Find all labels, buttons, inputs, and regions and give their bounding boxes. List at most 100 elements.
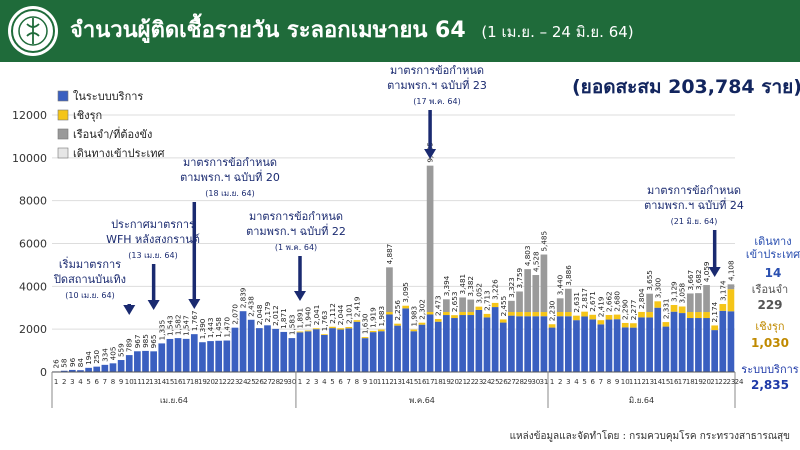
bar-segment [329,326,336,329]
bar-segment [556,312,564,317]
x-tick-label: 15 [661,378,670,386]
header-bar: จำนวนผู้ติดเชื้อรายวัน ระลอกเมษายน 64 (1… [0,0,800,62]
legend-label: เดินทางเข้าประเทศ [73,147,164,160]
data-label: 1,443 [206,318,215,339]
x-tick-label: 12 [141,378,150,386]
bar-segment [353,321,361,372]
annotation-text: มาตรการข้อกำหนด [647,184,741,197]
bar-segment [564,288,572,313]
month-label: พ.ค.64 [409,396,435,405]
breakdown-label: เข้าประเทศ [746,248,800,261]
bar-segment [459,297,466,313]
x-tick-label: 16 [417,378,426,386]
x-tick-label: 9 [363,378,367,386]
legend-label: เรือนจำ/ที่ต้องขัง [73,126,152,141]
bar-segment [467,312,475,316]
x-tick-label: 1 [298,378,302,386]
x-tick-label: 2 [306,378,310,386]
x-tick-label: 7 [347,378,351,386]
bar-segment [564,312,572,317]
bar-segment [613,319,621,372]
data-label: 1,583 [287,315,296,336]
bar-segment [703,318,710,372]
data-label: 2,804 [637,288,646,309]
data-label: 2,070 [230,304,239,325]
x-tick-label: 24 [735,378,744,386]
x-tick-label: 11 [133,378,142,386]
x-tick-label: 10 [125,378,134,386]
bar-segment [532,275,540,313]
data-label: 2,101 [344,303,353,324]
data-label: 3,226 [491,279,500,300]
data-label: 2,174 [710,301,719,322]
x-tick-label: 7 [599,378,603,386]
bar-segment [564,316,572,372]
bar-layer [52,165,735,372]
annotation-arrow-head [708,267,721,277]
bar-segment [361,338,369,372]
bar-segment [662,326,670,372]
x-tick-label: 16 [670,378,679,386]
y-tick-label: 10000 [12,152,47,165]
bar-segment [410,331,418,372]
data-label: 2,631 [572,292,581,313]
bar-segment [662,322,670,327]
y-tick-label: 8000 [19,195,47,208]
data-label: 3,052 [474,283,483,304]
data-label: 1,983 [409,306,418,327]
bar-segment [686,318,694,372]
x-tick-label: 24 [239,378,248,386]
data-label: 2,662 [604,291,613,312]
bar-segment [540,312,548,317]
x-tick-label: 22 [466,378,475,386]
x-tick-label: 18 [434,378,443,386]
month-label: เม.ย.64 [160,396,188,405]
x-tick-label: 13 [645,378,654,386]
bar-segment [345,327,353,329]
bar-segment [508,300,515,313]
bar-segment [312,329,320,372]
x-tick-label: 5 [582,378,586,386]
bar-segment [540,316,548,372]
x-tick-label: 28 [271,378,280,386]
x-tick-label: 25 [247,378,256,386]
x-tick-label: 19 [198,378,207,386]
x-tick-label: 4 [322,378,327,386]
bar-segment [426,312,434,315]
bar-segment [426,314,434,372]
data-label: 1,547 [182,315,191,336]
annotation-text: ปิดสถานบันเทิง [53,273,126,286]
x-tick-label: 1 [54,378,58,386]
bar-segment [256,328,263,372]
bar-segment [532,312,540,317]
y-tick-label: 4000 [19,280,47,293]
bar-segment [589,314,597,320]
data-label: 2,230 [548,300,557,321]
x-tick-label: 20 [702,378,711,386]
bar-segment [711,330,719,372]
page-title: จำนวนผู้ติดเชื้อรายวัน ระลอกเมษายน 64 (1… [70,8,790,54]
bar-segment [247,319,255,372]
x-tick-label: 3 [70,378,74,386]
breakdown-value: 2,835 [751,378,789,392]
breakdown-value: 1,030 [751,336,789,350]
annotation-text: มาตรการข้อกำหนด [183,156,277,169]
bar-segment [443,312,450,316]
bar-segment [711,325,719,331]
data-label: 2,438 [247,296,256,317]
annotation-text: ประกาศมาตรการ [111,218,195,231]
bar-segment [402,305,410,309]
x-tick-label: 15 [409,378,418,386]
data-label: 58 [60,358,69,368]
data-label: 3,129 [670,281,679,302]
x-tick-label: 27 [507,378,516,386]
bar-segment [686,312,694,319]
data-label: 3,481 [458,274,467,295]
source-credit: แหล่งข้อมูลและจัดทำโดย : กรมควบคุมโรค กร… [509,431,790,442]
x-tick-label: 11 [377,378,386,386]
x-tick-label: 6 [590,378,595,386]
x-tick-label: 30 [287,378,296,386]
annotation-text: มาตรการข้อกำหนด [390,64,484,77]
data-label: 3,440 [556,274,565,295]
bar-segment [182,338,190,372]
